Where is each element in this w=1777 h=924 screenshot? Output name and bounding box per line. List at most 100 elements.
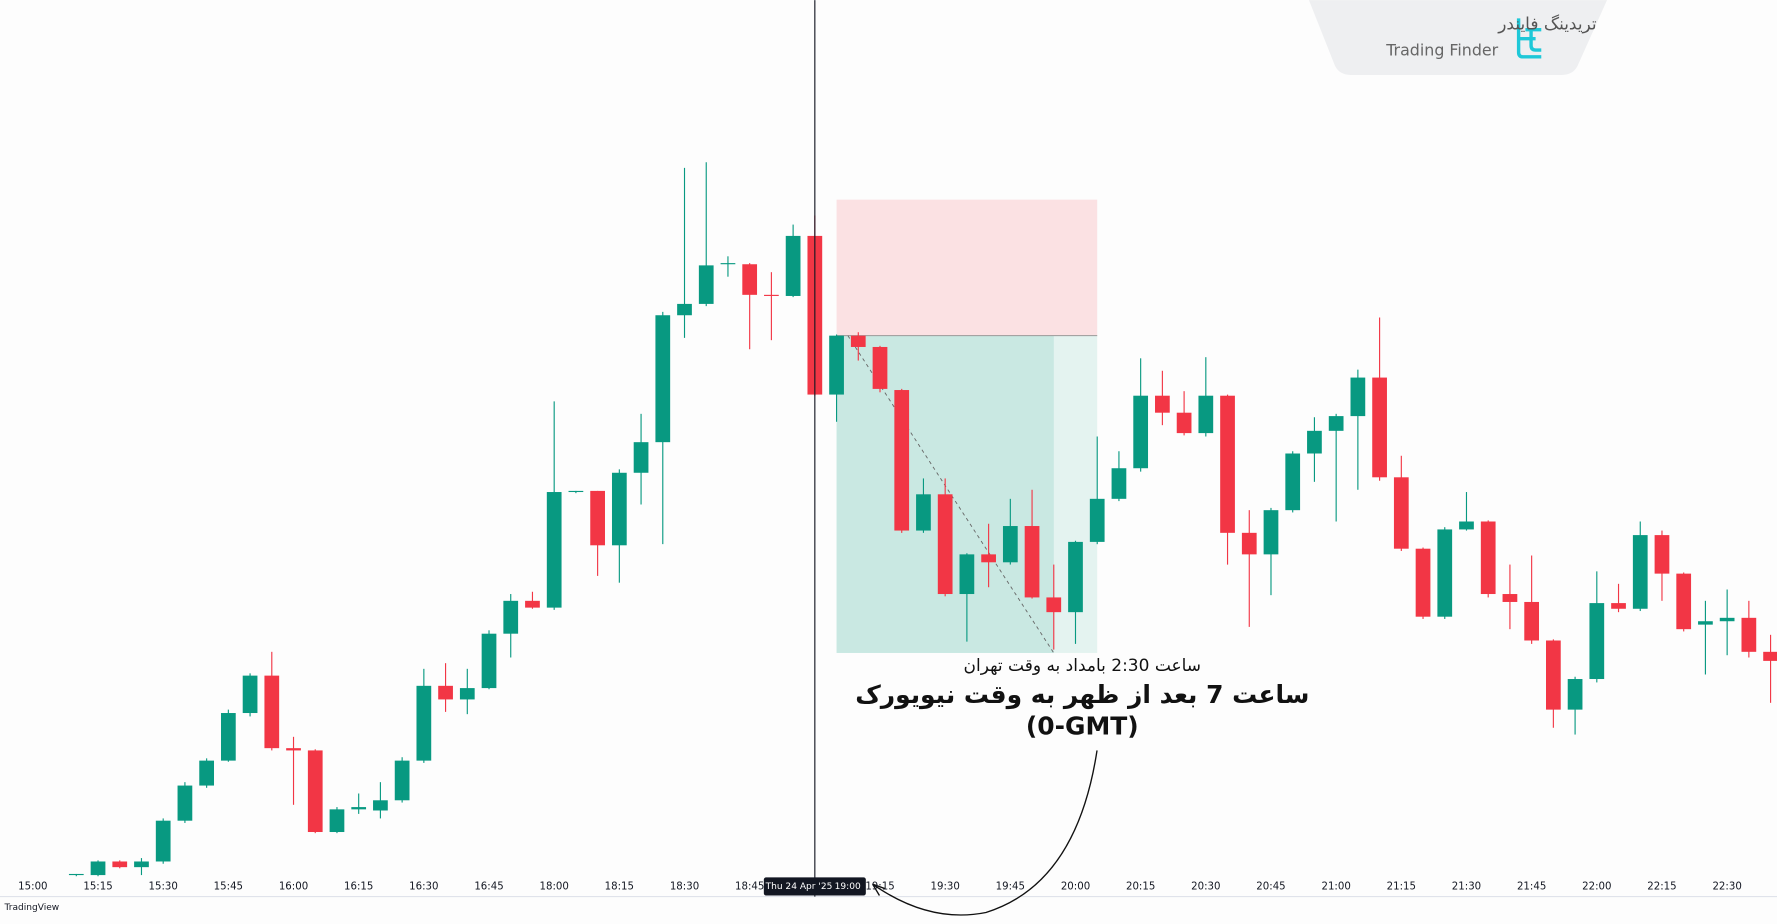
logo-en: Trading Finder (1385, 41, 1498, 60)
candle (698, 162, 714, 307)
candle (937, 478, 953, 597)
candle (1611, 583, 1626, 613)
candle-body (503, 600, 519, 634)
candle-body (264, 675, 280, 749)
candle-body (1198, 395, 1214, 434)
candle-body (1719, 617, 1735, 622)
candle-body (1111, 468, 1127, 499)
candle (655, 311, 671, 545)
candle-body (655, 315, 671, 443)
candle-body (438, 685, 453, 700)
candle (1133, 358, 1149, 472)
candle (1632, 521, 1648, 612)
candle-body (90, 861, 106, 876)
candle-body (481, 633, 497, 689)
candle-body (1307, 430, 1322, 454)
candle (1089, 436, 1105, 545)
x-tick-label: 15:30 (149, 881, 178, 892)
candle-body (916, 494, 931, 531)
candle (199, 758, 215, 788)
candle (1220, 394, 1235, 565)
candle-body (1415, 548, 1431, 617)
candle (394, 757, 410, 803)
candle-body (1632, 535, 1648, 609)
candle-body (937, 494, 953, 595)
candle (850, 332, 866, 361)
candle-body (1285, 453, 1301, 511)
candle (481, 630, 497, 690)
x-tick-label: 19:45 (996, 881, 1025, 892)
candle-body (1676, 573, 1692, 630)
candle (1480, 520, 1496, 598)
candle-body (1024, 526, 1040, 598)
candle (981, 523, 996, 588)
candle (1546, 639, 1561, 728)
candle-body (1220, 395, 1235, 533)
candle-body (1241, 532, 1257, 555)
x-tick-label: 16:00 (279, 881, 308, 892)
candle (1285, 451, 1301, 513)
arrow-head (872, 883, 886, 896)
candle-body (1763, 651, 1777, 661)
candle (785, 224, 801, 298)
candle-body (286, 748, 301, 751)
logo-fa: تریدینگ فایندر (1497, 14, 1597, 35)
candle (1002, 498, 1018, 565)
candle (68, 873, 84, 877)
candle (633, 413, 649, 505)
x-tick-label: 21:15 (1387, 881, 1416, 892)
candle (677, 167, 692, 338)
candle-body (112, 861, 128, 868)
candle (351, 793, 367, 814)
candle (1524, 555, 1540, 644)
candle (611, 469, 627, 583)
candle-body (416, 685, 432, 761)
candle (329, 807, 345, 834)
candle (286, 736, 301, 805)
candle-body (1089, 498, 1105, 542)
candle-body (1002, 526, 1018, 563)
candle-body (394, 760, 410, 801)
candle-body (698, 265, 714, 304)
candle-body (546, 492, 562, 608)
candle (1459, 492, 1474, 531)
candle (1350, 369, 1366, 490)
candle-body (1741, 617, 1757, 652)
candle-body (1372, 377, 1387, 478)
candle-body (155, 820, 171, 862)
x-tick-label: 18:45 (735, 881, 764, 892)
candle-body (1567, 679, 1583, 710)
candle (1567, 676, 1583, 735)
arrow-curve (872, 750, 1098, 916)
candle-body (220, 713, 236, 761)
candle (416, 668, 432, 763)
candle (373, 782, 388, 819)
candle (546, 401, 562, 610)
candle-body (677, 303, 692, 316)
candle (829, 334, 844, 422)
logo-panel (1308, 0, 1608, 75)
candle-body (764, 294, 779, 296)
candle-body (199, 760, 215, 786)
x-tick-label: 20:00 (1061, 881, 1090, 892)
annotation-gmt: (0-GMT) (1026, 712, 1139, 741)
candle (1741, 600, 1757, 658)
candle (242, 673, 258, 717)
candle (764, 272, 779, 341)
x-tick-label: 18:00 (540, 881, 569, 892)
x-tick-label: 22:00 (1582, 881, 1611, 892)
x-tick-label: 20:45 (1256, 881, 1285, 892)
candle (1176, 391, 1192, 436)
candle (1046, 564, 1062, 650)
candle (438, 663, 453, 712)
candle-body (329, 809, 345, 833)
candle (1502, 564, 1518, 630)
candle (503, 594, 519, 658)
candle (264, 651, 280, 751)
candle-body (633, 442, 649, 473)
candle-body (1654, 535, 1670, 574)
candle (959, 553, 975, 642)
candle (568, 490, 584, 494)
candle (112, 860, 128, 869)
